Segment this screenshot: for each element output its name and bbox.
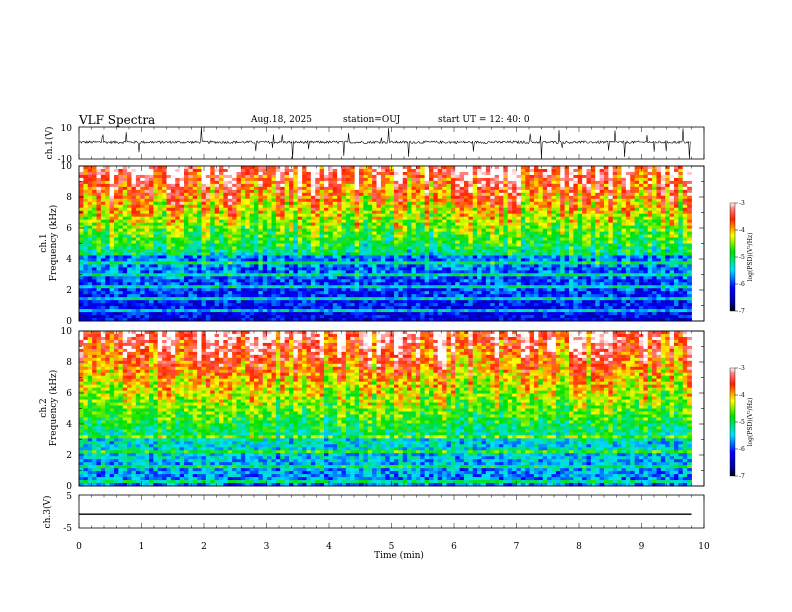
ch3-waveform-panel: 5 -5 ch.3(V) — [42, 492, 705, 534]
start-time-label: start UT = 12: 40: 0 — [438, 115, 530, 125]
ch1-freq-ticks: 0 2 4 6 8 10 — [61, 162, 704, 327]
ch2-spectrogram-panel: 0 2 4 6 8 10 ch.2 Frequency (kHz) — [39, 327, 705, 492]
ch1-waveform-line — [78, 127, 692, 160]
ch1-spectrogram-ylabel-channel: ch.1 — [39, 233, 49, 252]
ch2-spectrogram-ylabel-freq: Frequency (kHz) — [48, 370, 59, 447]
date-label: Aug.18, 2025 — [251, 115, 312, 125]
x-tick-label: 10 — [698, 542, 710, 552]
ch2-spectrogram-image — [79, 331, 692, 487]
ch1-waveform-panel: 10 -10 ch.1(V) — [44, 124, 705, 165]
ch2-freq-ticks: 0 2 4 6 8 10 — [61, 327, 704, 492]
x-tick-label: 5 — [389, 542, 395, 552]
cb2-label: -6 — [739, 446, 745, 453]
yt2-label: 2 — [66, 451, 72, 461]
yt2-label: 6 — [66, 389, 72, 399]
cb2-label: -3 — [739, 365, 745, 372]
ch2-colorbar-label: log(PSD)(V²/Hz) — [747, 398, 754, 447]
yt1-label: 6 — [66, 224, 72, 234]
yt1-label: 0 — [66, 317, 72, 327]
ch2-spectrogram-ylabel-channel: ch.2 — [39, 398, 49, 417]
ch2-colorbar: -3 -4 -5 -6 -7 log(PSD)(V²/Hz) — [729, 365, 754, 480]
yt2-label: 10 — [61, 327, 73, 337]
x-tick-label: 8 — [576, 542, 582, 552]
ch2-colorbar-ticks: -3 -4 -5 -6 -7 — [735, 365, 745, 480]
chart-title: VLF Spectra — [79, 113, 156, 127]
time-axis: 0 1 2 3 4 5 6 7 8 9 10 — [76, 542, 710, 552]
ch1-spectrogram-panel: 0 2 4 6 8 10 ch.1 Frequency (kHz) — [39, 162, 705, 327]
ch3-ytick-bottom: -5 — [63, 524, 72, 534]
yt1-label: 8 — [66, 193, 72, 203]
cb1-label: -7 — [739, 308, 745, 315]
yt1-label: 4 — [66, 255, 72, 265]
ch1-spectrogram-ylabel-freq: Frequency (kHz) — [48, 205, 59, 282]
ch1-spectrogram-image — [79, 166, 692, 322]
yt2-label: 8 — [66, 358, 72, 368]
x-tick-label: 7 — [514, 542, 520, 552]
x-tick-label: 0 — [76, 542, 82, 552]
x-tick-label: 1 — [139, 542, 145, 552]
ch1-waveform-ylabel: ch.1(V) — [44, 127, 55, 160]
x-tick-label: 6 — [451, 542, 457, 552]
ch1-colorbar: -3 -4 -5 -6 -7 log(PSD)(V²/Hz) — [729, 200, 754, 315]
cb2-label: -5 — [739, 419, 745, 426]
x-tick-label: 9 — [639, 542, 645, 552]
yt1-label: 2 — [66, 286, 72, 296]
cb2-label: -7 — [739, 473, 745, 480]
cb1-label: -4 — [739, 227, 745, 234]
cb2-label: -4 — [739, 392, 745, 399]
x-tick-label: 3 — [264, 542, 270, 552]
cb1-label: -6 — [739, 281, 745, 288]
ch1-colorbar-ticks: -3 -4 -5 -6 -7 — [735, 200, 745, 315]
x-tick-label: 4 — [326, 542, 332, 552]
x-tick-label: 2 — [201, 542, 207, 552]
yt1-label: 10 — [61, 162, 73, 172]
cb1-label: -3 — [739, 200, 745, 207]
ch1-colorbar-label: log(PSD)(V²/Hz) — [747, 233, 754, 282]
ch1-ytick-top: 10 — [61, 124, 73, 134]
yt2-label: 0 — [66, 482, 72, 492]
station-label: station=OUJ — [343, 115, 401, 125]
x-axis-label: Time (min) — [374, 550, 424, 561]
cb1-label: -5 — [739, 254, 745, 261]
yt2-label: 4 — [66, 420, 72, 430]
ch3-ytick-top: 5 — [66, 492, 72, 502]
panel-x-ticks — [78, 127, 705, 528]
ch3-waveform-ylabel: ch.3(V) — [42, 496, 53, 529]
ch1-ytick-bottom: -10 — [58, 155, 73, 165]
